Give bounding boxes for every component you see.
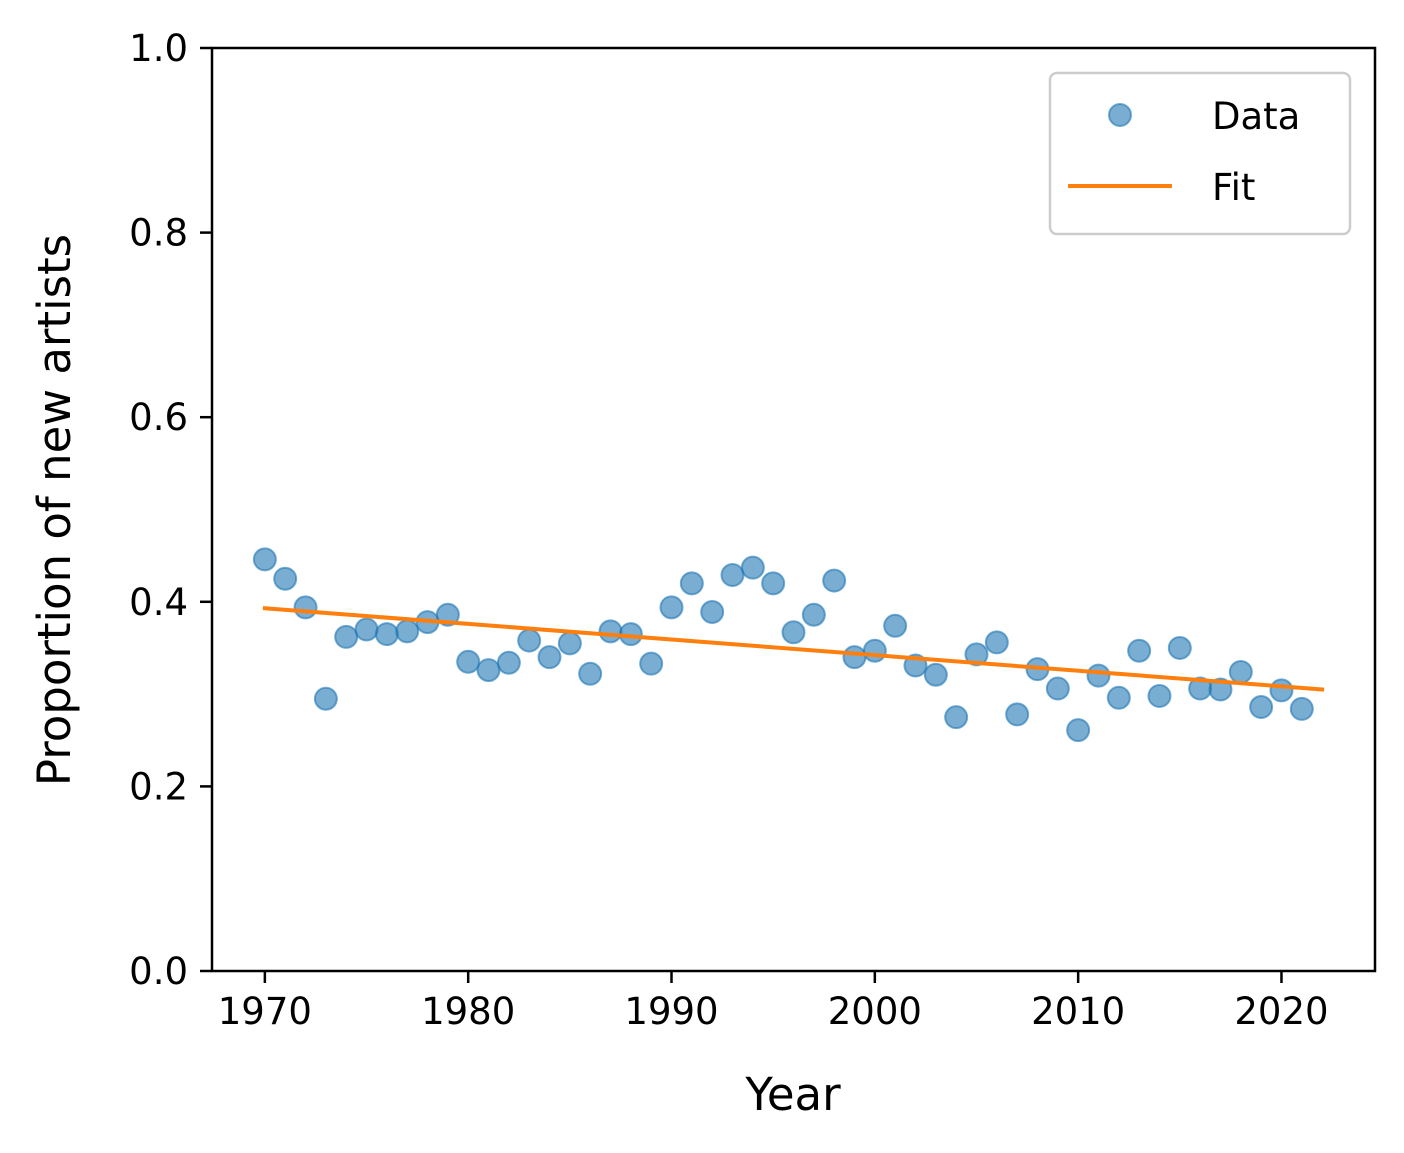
data-point (740, 555, 765, 580)
data-point (862, 638, 887, 663)
data-point (720, 563, 745, 588)
data-point (1005, 702, 1030, 727)
x-axis: 1970 1980 1990 2000 2010 2020 (218, 971, 1329, 1033)
data-point (1086, 663, 1111, 688)
x-tick-label: 1990 (624, 990, 718, 1033)
plot-content (252, 547, 1325, 743)
legend-fit-label: Fit (1212, 166, 1255, 209)
data-point (842, 645, 867, 670)
data-point (761, 571, 786, 596)
data-point (374, 622, 399, 647)
data-point (517, 628, 542, 653)
y-tick-label: 0.0 (129, 950, 188, 993)
data-point (700, 599, 725, 624)
y-tick-label: 1.0 (129, 27, 188, 70)
data-point (252, 547, 277, 572)
x-tick-label: 2010 (1031, 990, 1125, 1033)
data-point (354, 617, 379, 642)
data-point (639, 651, 664, 676)
data-point (944, 705, 969, 730)
legend: Data Fit (1048, 71, 1352, 236)
data-point (679, 571, 704, 596)
x-tick-label: 1970 (218, 990, 312, 1033)
data-point (598, 619, 623, 644)
data-point (964, 642, 989, 667)
legend-data-marker (1108, 103, 1132, 127)
data-point (273, 566, 298, 591)
data-point (923, 662, 948, 687)
data-point (537, 645, 562, 670)
data-point (1289, 696, 1314, 721)
data-point (557, 631, 582, 656)
fit-line (262, 606, 1325, 692)
data-point (496, 650, 521, 675)
data-point (1269, 678, 1294, 703)
data-point (578, 661, 603, 686)
data-point (822, 568, 847, 593)
y-tick-label: 0.8 (129, 212, 188, 255)
data-point (1127, 638, 1152, 663)
data-point (456, 649, 481, 674)
data-point (334, 624, 359, 649)
data-point (1249, 695, 1274, 720)
y-axis: 0.0 0.2 0.4 0.6 0.8 1.0 (129, 27, 212, 993)
data-point (476, 658, 501, 683)
y-axis-title: Proportion of new artists (28, 234, 81, 786)
data-point (801, 602, 826, 627)
data-point (1045, 676, 1070, 701)
data-point (293, 595, 318, 620)
data-point (1167, 635, 1192, 660)
data-point (883, 613, 908, 638)
x-tick-label: 1980 (421, 990, 515, 1033)
y-tick-label: 0.6 (129, 396, 188, 439)
x-tick-label: 2020 (1234, 990, 1328, 1033)
legend-data-label: Data (1212, 95, 1300, 138)
data-point (659, 595, 684, 620)
data-point (1066, 718, 1091, 743)
legend-box (1048, 71, 1352, 236)
x-tick-label: 2000 (828, 990, 922, 1033)
data-point (781, 620, 806, 645)
data-point (313, 686, 338, 711)
data-point (1106, 685, 1131, 710)
y-tick-label: 0.4 (129, 581, 188, 624)
data-point (395, 619, 420, 644)
data-point (984, 630, 1009, 655)
y-tick-label: 0.2 (129, 765, 188, 808)
data-point (1147, 683, 1172, 708)
data-point (1228, 659, 1253, 684)
x-axis-title: Year (744, 1068, 841, 1121)
plot-frame (210, 46, 1377, 973)
